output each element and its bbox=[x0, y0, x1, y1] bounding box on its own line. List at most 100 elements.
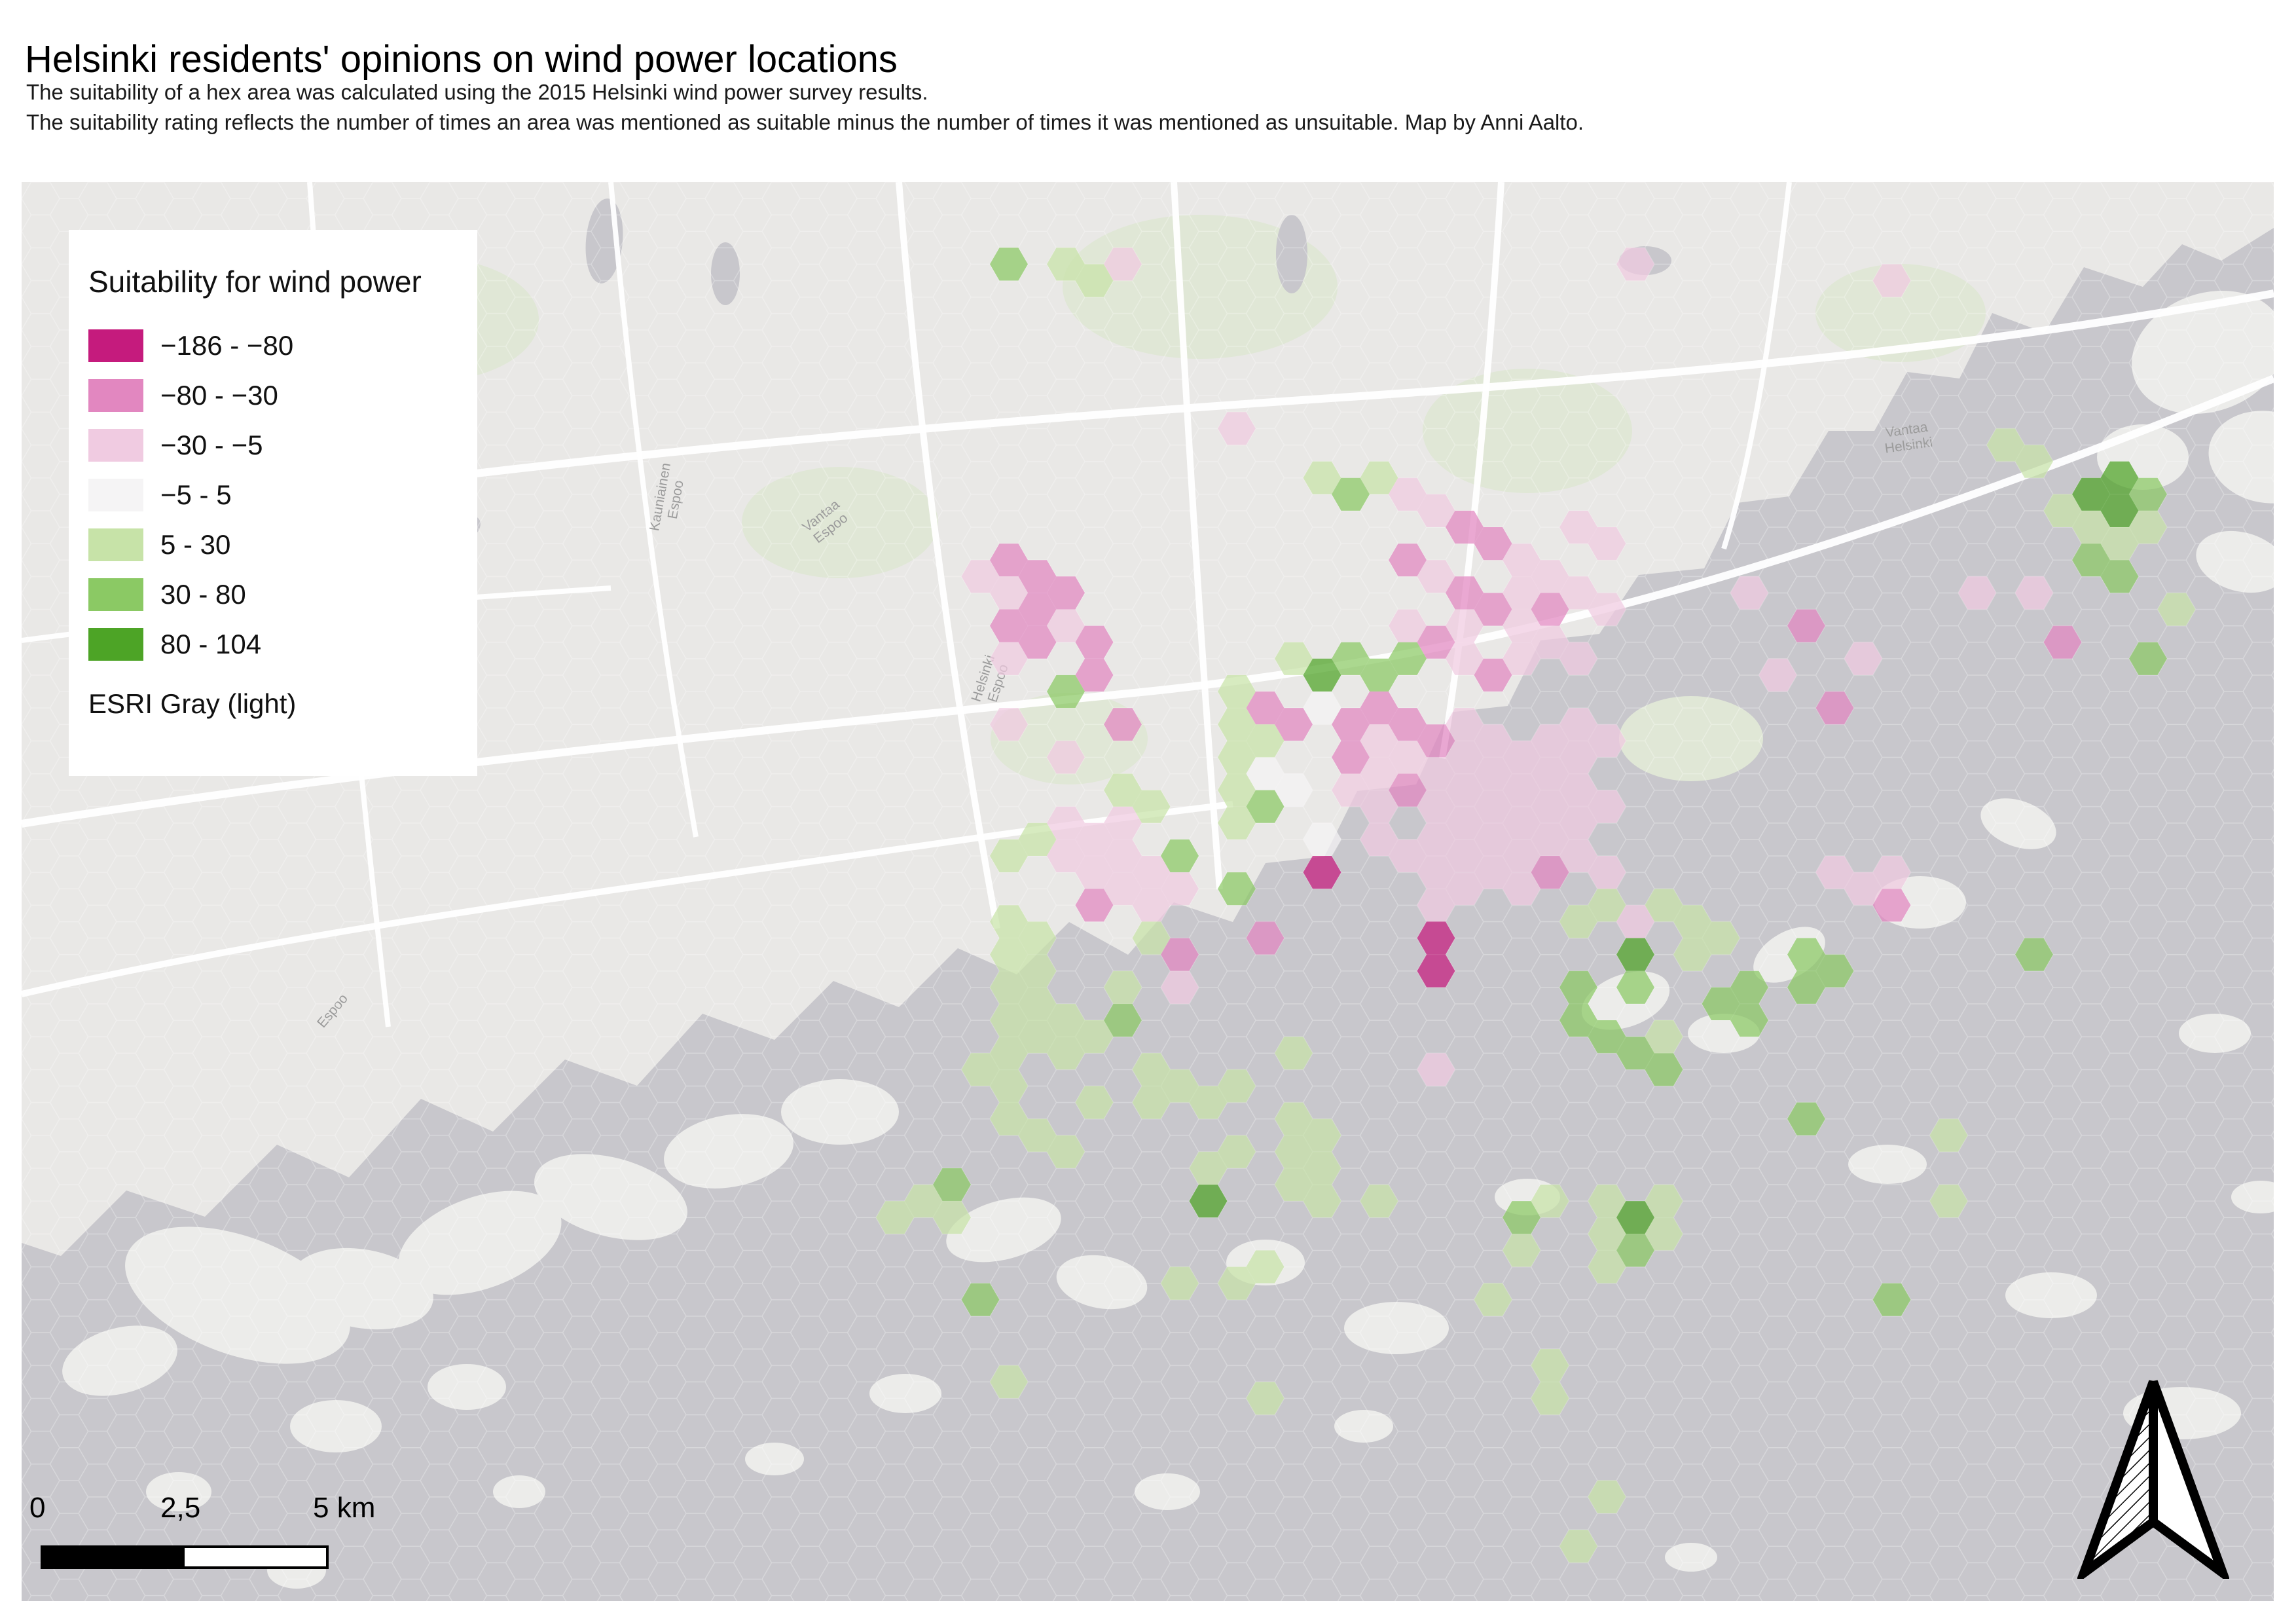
suitability-hex[interactable] bbox=[1446, 741, 1484, 774]
suitability-hex[interactable] bbox=[1018, 593, 1057, 626]
suitability-hex[interactable] bbox=[990, 642, 1028, 675]
suitability-hex[interactable] bbox=[1075, 822, 1114, 856]
suitability-hex[interactable] bbox=[1531, 1349, 1569, 1382]
suitability-hex[interactable] bbox=[1616, 1037, 1654, 1070]
suitability-hex[interactable] bbox=[1787, 970, 1825, 1004]
suitability-hex[interactable] bbox=[1360, 724, 1398, 758]
suitability-hex[interactable] bbox=[1815, 856, 1854, 889]
suitability-hex[interactable] bbox=[2157, 593, 2196, 626]
suitability-hex[interactable] bbox=[1417, 1053, 1455, 1086]
suitability-hex[interactable] bbox=[1417, 822, 1455, 856]
suitability-hex[interactable] bbox=[1503, 1234, 1540, 1267]
suitability-hex[interactable] bbox=[1474, 757, 1512, 790]
suitability-hex[interactable] bbox=[990, 609, 1028, 642]
suitability-hex[interactable] bbox=[1588, 1185, 1626, 1218]
suitability-hex[interactable] bbox=[1474, 527, 1512, 561]
suitability-hex[interactable] bbox=[1047, 1037, 1085, 1070]
suitability-hex[interactable] bbox=[990, 708, 1028, 741]
suitability-hex[interactable] bbox=[1616, 1234, 1654, 1267]
suitability-hex[interactable] bbox=[1929, 1185, 1968, 1218]
suitability-hex[interactable] bbox=[1018, 1118, 1057, 1152]
suitability-hex[interactable] bbox=[1588, 790, 1626, 823]
suitability-hex[interactable] bbox=[1104, 806, 1142, 840]
suitability-hex[interactable] bbox=[2129, 477, 2167, 511]
suitability-hex[interactable] bbox=[1161, 872, 1199, 906]
suitability-hex[interactable] bbox=[1503, 806, 1540, 840]
suitability-hex[interactable] bbox=[1075, 264, 1114, 297]
suitability-hex[interactable] bbox=[2072, 510, 2110, 544]
suitability-hex[interactable] bbox=[1389, 708, 1427, 741]
suitability-hex[interactable] bbox=[1189, 1185, 1228, 1218]
suitability-hex[interactable] bbox=[1389, 609, 1427, 642]
suitability-hex[interactable] bbox=[1559, 1530, 1597, 1563]
suitability-hex[interactable] bbox=[1047, 248, 1085, 281]
suitability-hex[interactable] bbox=[1360, 757, 1398, 790]
suitability-hex[interactable] bbox=[1588, 889, 1626, 922]
suitability-hex[interactable] bbox=[1047, 741, 1085, 774]
suitability-hex[interactable] bbox=[1275, 1135, 1313, 1168]
suitability-hex[interactable] bbox=[1275, 1102, 1313, 1135]
suitability-hex[interactable] bbox=[1417, 856, 1455, 889]
suitability-hex[interactable] bbox=[1104, 708, 1142, 741]
suitability-hex[interactable] bbox=[1360, 1185, 1398, 1218]
suitability-hex[interactable] bbox=[1161, 938, 1199, 971]
suitability-hex[interactable] bbox=[1474, 658, 1512, 692]
suitability-hex[interactable] bbox=[1246, 724, 1285, 758]
suitability-hex[interactable] bbox=[2015, 576, 2053, 610]
suitability-hex[interactable] bbox=[2015, 445, 2053, 478]
suitability-hex[interactable] bbox=[1218, 1135, 1256, 1168]
suitability-hex[interactable] bbox=[1787, 1102, 1825, 1135]
suitability-hex[interactable] bbox=[990, 1102, 1028, 1135]
suitability-hex[interactable] bbox=[1588, 527, 1626, 561]
suitability-hex[interactable] bbox=[1417, 494, 1455, 527]
suitability-hex[interactable] bbox=[1104, 773, 1142, 807]
suitability-hex[interactable] bbox=[1132, 921, 1171, 955]
suitability-hex[interactable] bbox=[1389, 773, 1427, 807]
suitability-hex[interactable] bbox=[1844, 872, 1882, 906]
suitability-hex[interactable] bbox=[1360, 790, 1398, 823]
suitability-hex[interactable] bbox=[1616, 938, 1654, 971]
suitability-hex[interactable] bbox=[1246, 1250, 1285, 1283]
suitability-hex[interactable] bbox=[990, 1069, 1028, 1103]
suitability-hex[interactable] bbox=[1446, 839, 1484, 873]
suitability-hex[interactable] bbox=[1503, 872, 1540, 906]
suitability-hex[interactable] bbox=[1417, 757, 1455, 790]
suitability-hex[interactable] bbox=[990, 970, 1028, 1004]
suitability-hex[interactable] bbox=[2043, 494, 2082, 527]
suitability-hex[interactable] bbox=[1047, 576, 1085, 610]
suitability-hex[interactable] bbox=[2100, 494, 2139, 527]
suitability-hex[interactable] bbox=[1446, 510, 1484, 544]
suitability-hex[interactable] bbox=[1588, 856, 1626, 889]
suitability-hex[interactable] bbox=[1275, 1037, 1313, 1070]
suitability-hex[interactable] bbox=[1531, 856, 1569, 889]
suitability-hex[interactable] bbox=[1503, 544, 1540, 577]
suitability-hex[interactable] bbox=[1018, 954, 1057, 987]
suitability-hex[interactable] bbox=[1588, 593, 1626, 626]
suitability-hex[interactable] bbox=[1844, 642, 1882, 675]
suitability-hex[interactable] bbox=[1559, 576, 1597, 610]
suitability-hex[interactable] bbox=[1446, 708, 1484, 741]
suitability-hex[interactable] bbox=[1303, 822, 1341, 856]
map-canvas[interactable]: VantaaEspooHelsinkiEspooVantaaHelsinkiKa… bbox=[22, 182, 2274, 1601]
suitability-hex[interactable] bbox=[1503, 642, 1540, 675]
suitability-hex[interactable] bbox=[2100, 461, 2139, 494]
suitability-hex[interactable] bbox=[1474, 724, 1512, 758]
suitability-hex[interactable] bbox=[990, 839, 1028, 873]
suitability-hex[interactable] bbox=[1246, 921, 1285, 955]
suitability-hex[interactable] bbox=[1132, 889, 1171, 922]
suitability-hex[interactable] bbox=[1616, 1201, 1654, 1234]
suitability-hex[interactable] bbox=[1275, 773, 1313, 807]
suitability-hex[interactable] bbox=[1018, 822, 1057, 856]
suitability-hex[interactable] bbox=[1559, 905, 1597, 938]
suitability-hex[interactable] bbox=[1218, 1266, 1256, 1300]
suitability-hex[interactable] bbox=[1047, 839, 1085, 873]
suitability-hex[interactable] bbox=[1303, 1185, 1341, 1218]
suitability-hex[interactable] bbox=[1503, 839, 1540, 873]
suitability-hex[interactable] bbox=[1531, 560, 1569, 593]
suitability-hex[interactable] bbox=[1218, 741, 1256, 774]
suitability-hex[interactable] bbox=[1531, 822, 1569, 856]
suitability-hex[interactable] bbox=[1758, 658, 1797, 692]
suitability-hex[interactable] bbox=[1075, 1020, 1114, 1054]
suitability-hex[interactable] bbox=[1645, 1020, 1683, 1054]
suitability-hex[interactable] bbox=[1332, 642, 1370, 675]
